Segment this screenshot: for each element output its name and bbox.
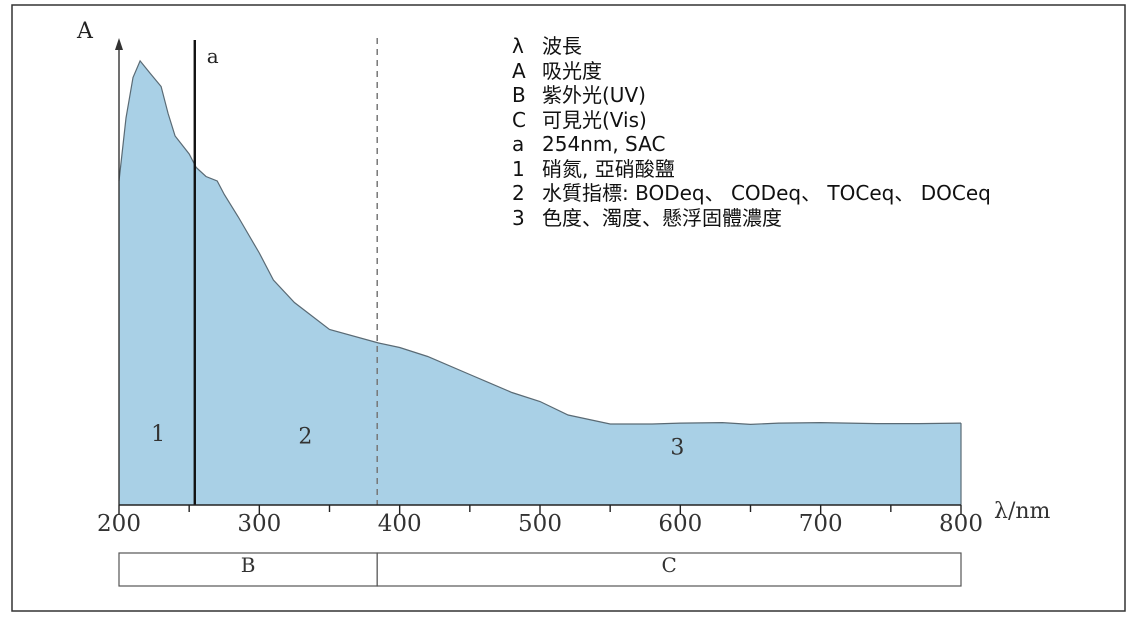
legend-item: B 紫外光(UV) xyxy=(512,83,991,108)
region-label-3: 3 xyxy=(670,436,684,461)
region-label-2: 2 xyxy=(298,424,312,449)
y-axis-arrow xyxy=(115,38,123,50)
legend-text: 吸光度 xyxy=(542,58,602,83)
x-tick-label: 300 xyxy=(237,511,281,537)
legend-key: 2 xyxy=(512,181,525,205)
legend-key: C xyxy=(512,107,526,132)
legend-text: 波長 xyxy=(542,34,582,58)
legend-item: a 254nm, SAC xyxy=(512,132,991,157)
legend-item: 1 硝氮, 亞硝酸鹽 xyxy=(512,157,991,182)
legend-text: 色度、濁度、懸浮固體濃度 xyxy=(542,205,782,230)
x-tick-label: 600 xyxy=(658,511,702,537)
frame xyxy=(11,4,1126,612)
x-tick-label: 500 xyxy=(518,511,562,537)
legend-key: 1 xyxy=(512,156,525,181)
legend-key: B xyxy=(512,83,526,107)
legend-text: 紫外光(UV) xyxy=(542,83,646,107)
legend-text: 可見光(Vis) xyxy=(542,107,647,132)
region-label-1: 1 xyxy=(151,422,165,447)
y-axis-label: A xyxy=(76,19,94,44)
legend-text: 硝氮, 亞硝酸鹽 xyxy=(542,156,675,181)
legend-item: 3 色度、濁度、懸浮固體濃度 xyxy=(512,206,991,231)
x-tick-label: 700 xyxy=(799,511,843,537)
legend-key: a xyxy=(512,132,525,156)
band-C xyxy=(376,552,962,587)
legend-text: 水質指標: BODeq、 CODeq、 TOCeq、 DOCeq xyxy=(542,181,991,205)
band-label-C: C xyxy=(661,553,676,577)
marker-label-0: a xyxy=(207,44,219,68)
legend-key: 3 xyxy=(512,205,525,230)
legend-item: 2 水質指標: BODeq、 CODeq、 TOCeq、 DOCeq xyxy=(512,181,991,206)
legend-item: λ 波長 xyxy=(512,34,991,59)
x-axis-label: λ/nm xyxy=(994,499,1051,524)
legend: λ 波長 A 吸光度 B 紫外光(UV) C 可見光(Vis) a 254nm, SAC 1 硝氮, … xyxy=(512,34,991,230)
band-label-B: B xyxy=(241,553,256,577)
legend-key: A xyxy=(512,58,526,83)
legend-item: C 可見光(Vis) xyxy=(512,108,991,133)
legend-item: A 吸光度 xyxy=(512,59,991,84)
legend-text: 254nm, SAC xyxy=(542,132,666,156)
absorbance-curve xyxy=(118,59,962,426)
x-tick-label: 400 xyxy=(378,511,422,537)
legend-key: λ xyxy=(512,34,524,58)
x-tick-label: 200 xyxy=(97,511,141,537)
absorbance-area xyxy=(119,60,961,506)
x-tick-label: 800 xyxy=(939,511,983,537)
